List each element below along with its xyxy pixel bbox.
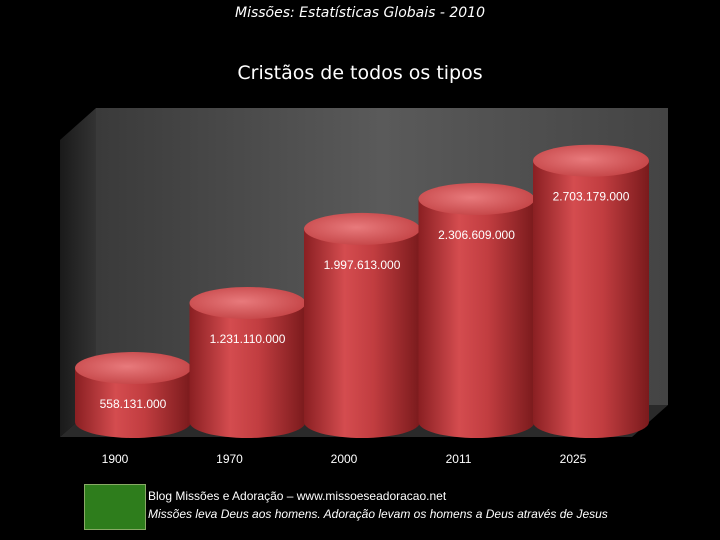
bar-top	[304, 212, 420, 245]
footer-line-2: Missões leva Deus aos homens. Adoração l…	[148, 507, 608, 521]
data-label: 1.231.110.000	[210, 332, 286, 346]
blog-logo	[84, 484, 146, 530]
chart-title: Cristãos de todos os tipos	[237, 62, 483, 84]
x-tick-label: 2000	[331, 452, 358, 466]
bar-top	[418, 183, 535, 216]
x-tick-label: 1900	[102, 452, 129, 466]
bar-top	[189, 286, 306, 319]
x-tick-label: 2025	[560, 452, 587, 466]
page-header: Missões: Estatísticas Globais - 2010	[234, 5, 485, 21]
bar-1900: 558.131.000	[75, 352, 191, 438]
bar-body	[418, 199, 535, 438]
bar-body	[189, 302, 306, 438]
footer-line-1: Blog Missões e Adoração – www.missoesead…	[148, 489, 447, 503]
bar-1970: 1.231.110.000	[189, 286, 306, 438]
bar-2000: 1.997.613.000	[304, 212, 420, 438]
bar-body	[533, 160, 649, 439]
data-label: 2.306.609.000	[438, 228, 515, 242]
bar-2025: 2.703.179.000	[533, 144, 649, 439]
bar-body	[75, 368, 191, 438]
data-label: 558.131.000	[100, 397, 167, 411]
data-label: 2.703.179.000	[553, 190, 630, 204]
data-label: 1.997.613.000	[324, 258, 401, 272]
x-tick-label: 2011	[446, 452, 472, 466]
bar-top	[75, 352, 191, 385]
bar-body	[304, 228, 420, 438]
chart-side-wall	[60, 108, 96, 437]
bar-2011: 2.306.609.000	[418, 183, 535, 438]
x-tick-label: 1970	[216, 452, 243, 466]
bar-top	[533, 144, 649, 177]
